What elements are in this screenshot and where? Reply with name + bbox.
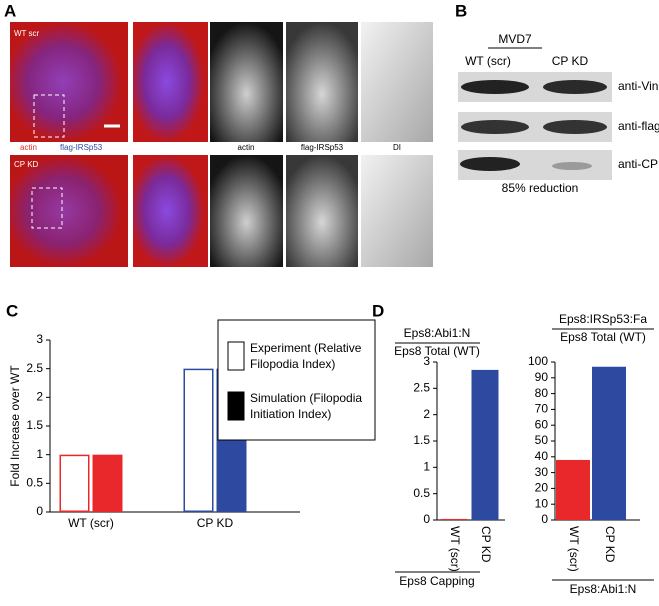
bar xyxy=(556,459,590,520)
legend-swatch xyxy=(227,341,245,371)
y-tick-label: 0 xyxy=(36,504,43,518)
blot-label: anti-CP xyxy=(618,157,658,171)
channel-label: flag-IRSp53 xyxy=(60,143,103,152)
y-tick-label: 0 xyxy=(423,512,430,526)
y-tick-label: 0 xyxy=(541,512,548,526)
y-tick-label: 20 xyxy=(535,481,549,495)
row-label: WT scr xyxy=(14,29,40,38)
bar xyxy=(59,454,90,512)
legend-label: Simulation (Filopodia Initiation Index) xyxy=(250,391,363,421)
chart-subtitle: Eps8 Total (WT) xyxy=(560,330,646,344)
y-tick-label: 70 xyxy=(535,402,549,416)
lane-label: WT (scr) xyxy=(465,54,511,68)
x-tick-label: CP KD xyxy=(197,516,234,530)
y-tick-label: 10 xyxy=(535,496,549,510)
column-label: actin xyxy=(238,143,255,152)
y-tick-label: 0.5 xyxy=(26,476,43,490)
y-tick-label: 1.5 xyxy=(26,418,43,432)
legend-entry: Experiment (Relative Filopodia Index) xyxy=(250,341,362,371)
column-label: flag-IRSp53 xyxy=(301,143,344,152)
bar xyxy=(440,518,468,520)
x-tick-label: WT (scr) xyxy=(567,526,581,572)
legend-entry: Simulation (Filopodia Initiation Index) xyxy=(250,391,363,421)
y-tick-label: 60 xyxy=(535,417,549,431)
y-tick-label: 1 xyxy=(423,460,430,474)
bar xyxy=(592,366,626,520)
y-tick-label: 2 xyxy=(36,390,43,404)
y-tick-label: 2.5 xyxy=(413,381,430,395)
y-tick-label: 100 xyxy=(528,354,548,368)
y-tick-label: 2 xyxy=(423,407,430,421)
y-tick-label: 50 xyxy=(535,433,549,447)
chart-title: Eps8:Abi1:N xyxy=(404,326,471,340)
chart-title: Eps8:IRSp53:Fa xyxy=(559,312,647,326)
group-label: MVD7 xyxy=(498,32,532,46)
x-tick-label: WT (scr) xyxy=(448,526,462,572)
blot-label: anti-flag xyxy=(618,119,659,133)
panel-label: C xyxy=(6,301,18,320)
y-tick-label: 30 xyxy=(535,465,549,479)
lane-label: CP KD xyxy=(552,54,589,68)
y-tick-label: 1.5 xyxy=(413,433,430,447)
y-tick-label: 90 xyxy=(535,370,549,384)
panel-label: B xyxy=(455,1,467,20)
blot-label: anti-Vinculin xyxy=(618,79,659,93)
legend-swatch xyxy=(227,391,245,421)
micrographs xyxy=(10,22,433,267)
channel-label: actin xyxy=(20,143,37,152)
x-axis-label: Eps8 Capping xyxy=(399,574,474,588)
y-tick-label: 0.5 xyxy=(413,486,430,500)
y-tick-label: 40 xyxy=(535,449,549,463)
panel-label: D xyxy=(372,301,384,320)
bar xyxy=(92,454,123,512)
bar xyxy=(183,368,214,512)
row-label: CP KD xyxy=(14,160,39,169)
bar xyxy=(471,369,499,520)
panel-label: A xyxy=(4,1,16,20)
x-axis-label: Eps8:Abi1:N xyxy=(570,582,637,596)
y-tick-label: 1 xyxy=(36,447,43,461)
legend-label: Experiment (Relative Filopodia Index) xyxy=(250,341,362,371)
y-tick-label: 80 xyxy=(535,386,549,400)
y-tick-label: 2.5 xyxy=(26,361,43,375)
x-tick-label: CP KD xyxy=(603,526,617,563)
column-label: DI xyxy=(393,143,401,152)
y-axis-label: Fold Increase over WT xyxy=(8,365,22,487)
note: 85% reduction xyxy=(502,181,579,195)
y-tick-label: 3 xyxy=(423,354,430,368)
x-tick-label: WT (scr) xyxy=(68,516,114,530)
y-tick-label: 3 xyxy=(36,332,43,346)
x-tick-label: CP KD xyxy=(479,526,493,563)
blots xyxy=(458,72,612,180)
chart-subtitle: Eps8 Total (WT) xyxy=(394,344,480,358)
